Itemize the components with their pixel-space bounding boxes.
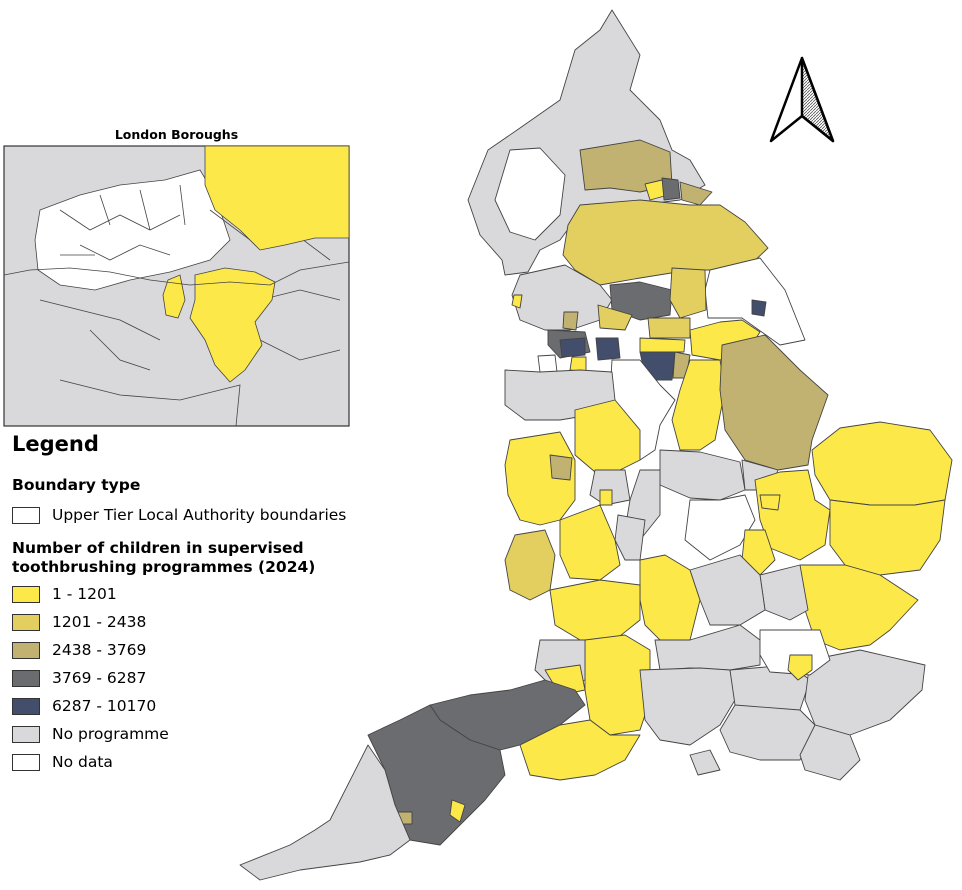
region-west-sussex [719,704,816,761]
region-telford [549,454,573,481]
region-bedford [741,529,776,576]
legend-item-6287-10170: 6287 - 10170 [12,692,346,720]
region-torbay [449,799,466,823]
region-east-sussex [799,724,861,781]
legend-title: Legend [12,432,99,456]
region-peterborough [759,494,781,511]
region-stockport [595,337,621,361]
legend-item-boundary: Upper Tier Local Authority boundaries [12,501,346,529]
legend-swatch [12,613,40,631]
region-hampshire [639,667,736,746]
programme-title-line1: Number of children in supervised [12,539,304,557]
region-kent [804,649,926,736]
region-lancashire [511,264,613,331]
region-kirklees [597,304,633,331]
legend-swatch [12,506,40,524]
region-wigan [562,311,579,331]
region-barnsley [639,337,686,353]
legend-item-label: 3769 - 6287 [52,669,147,687]
region-hull [751,299,767,317]
region-bucks [689,554,766,626]
programme-title-line2: toothbrushing programmes (2024) [12,558,316,576]
legend-swatch [12,585,40,603]
legend: Legend Boundary type Upper Tier Local Au… [12,432,346,776]
legend-swatch [12,697,40,715]
legend-swatch [12,641,40,659]
region-shropshire [504,431,576,526]
region-birmingham [599,489,613,506]
legend-item-1-1201: 1 - 1201 [12,580,346,608]
london-inset-map [3,145,350,427]
region-coventry [614,514,646,561]
inset-west-yellow [162,274,186,319]
inset-northeast-yellow [204,145,350,251]
region-cornwall [239,744,411,881]
inset-boroughs-white [34,169,231,291]
inset-south-yellow [189,267,276,383]
region-cumbria-white [494,147,566,241]
legend-item-label: 2438 - 3769 [52,641,147,659]
region-staffordshire [574,399,641,473]
legend-swatch [12,753,40,771]
region-lincolnshire [719,334,829,471]
region-norfolk [811,421,953,506]
legend-item-label: No programme [52,725,169,743]
legend-swatch [12,725,40,743]
legend-item-label: 1 - 1201 [52,585,117,603]
legend-item-label: 6287 - 10170 [52,697,157,715]
region-suffolk [829,499,946,576]
inset-title: London Boroughs [114,127,239,142]
region-wiltshire [584,634,651,736]
region-herefordshire [504,529,556,601]
region-blackpool [511,294,523,309]
region-london-yellow [787,654,813,681]
legend-item-no-programme: No programme [12,720,346,748]
region-wakefield [647,317,691,339]
region-herts [759,564,809,621]
region-gloucestershire [549,579,641,641]
inset-south-border [59,379,241,427]
legend-item-label: 1201 - 2438 [52,613,147,631]
region-london [759,629,831,676]
legend-item-label: No data [52,753,113,771]
legend-item-3769-6287: 3769 - 6287 [12,664,346,692]
region-leeds [669,267,707,319]
region-worcestershire [559,504,621,581]
north-arrow-icon [769,56,835,143]
inset-thames [3,261,350,286]
boundary-type-title: Boundary type [12,476,141,494]
region-dorset [519,719,641,781]
region-isle-of-wight [689,749,721,776]
region-wirral-white [537,354,558,373]
region-leicestershire [659,449,746,501]
region-manchester [559,337,586,358]
legend-item-no-data: No data [12,748,346,776]
legend-item-label: Upper Tier Local Authority boundaries [52,506,347,524]
legend-swatch [12,669,40,687]
programme-section-title: Number of children in supervised toothbr… [12,539,346,577]
region-oxfordshire [639,554,701,646]
region-hartlepool [661,177,681,201]
legend-item-1201-2438: 1201 - 2438 [12,608,346,636]
legend-item-2438-3769: 2438 - 3769 [12,636,346,664]
